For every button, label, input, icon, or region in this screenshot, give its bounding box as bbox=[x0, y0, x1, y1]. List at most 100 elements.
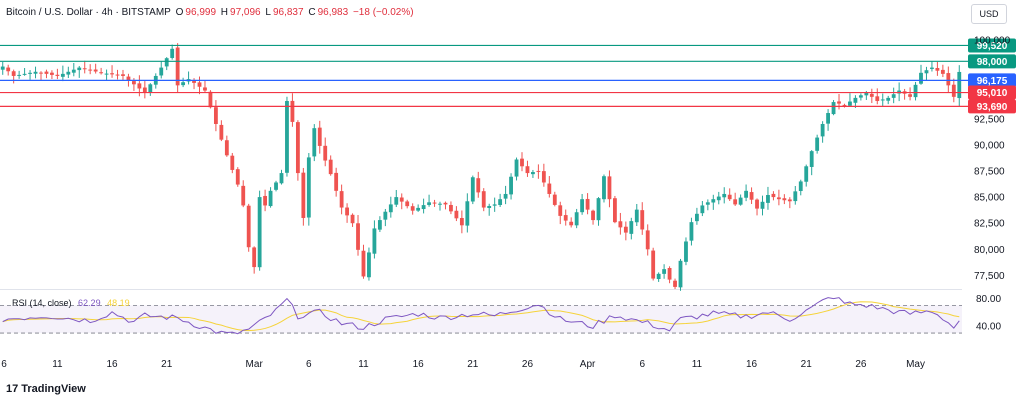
candle-body[interactable] bbox=[372, 228, 377, 254]
candle-body[interactable] bbox=[858, 95, 863, 98]
candle-body[interactable] bbox=[656, 273, 661, 280]
candle-body[interactable] bbox=[295, 122, 300, 174]
candle-body[interactable] bbox=[301, 172, 306, 218]
candle-body[interactable] bbox=[235, 169, 240, 185]
candle-body[interactable] bbox=[667, 268, 672, 280]
candle-body[interactable] bbox=[126, 76, 131, 81]
candle-body[interactable] bbox=[470, 177, 475, 202]
candle-body[interactable] bbox=[438, 203, 442, 205]
candle-body[interactable] bbox=[755, 199, 759, 209]
candle-body[interactable] bbox=[946, 73, 951, 86]
candle-body[interactable] bbox=[919, 72, 923, 84]
candle-body[interactable] bbox=[776, 197, 781, 200]
candle-body[interactable] bbox=[875, 96, 880, 102]
candle-body[interactable] bbox=[880, 99, 885, 101]
candle-body[interactable] bbox=[476, 178, 481, 193]
candle-body[interactable] bbox=[509, 176, 513, 195]
candle-body[interactable] bbox=[71, 69, 76, 73]
candle-body[interactable] bbox=[722, 193, 727, 198]
candle-body[interactable] bbox=[263, 195, 268, 206]
candle-body[interactable] bbox=[443, 202, 448, 205]
candle-body[interactable] bbox=[181, 82, 186, 86]
candle-body[interactable] bbox=[334, 172, 339, 191]
candle-body[interactable] bbox=[93, 69, 98, 72]
candle-body[interactable] bbox=[908, 94, 912, 97]
candle-body[interactable] bbox=[820, 123, 825, 137]
candle-body[interactable] bbox=[913, 84, 918, 98]
candle-body[interactable] bbox=[454, 210, 459, 219]
candle-body[interactable] bbox=[290, 100, 295, 122]
candle-body[interactable] bbox=[192, 80, 196, 83]
candle-body[interactable] bbox=[541, 171, 546, 183]
candle-body[interactable] bbox=[465, 201, 470, 226]
candle-body[interactable] bbox=[623, 226, 628, 233]
candle-body[interactable] bbox=[951, 84, 956, 97]
candle-body[interactable] bbox=[39, 72, 43, 74]
candle-body[interactable] bbox=[88, 69, 93, 71]
candle-body[interactable] bbox=[798, 181, 803, 192]
candle-body[interactable] bbox=[312, 128, 317, 157]
candle-body[interactable] bbox=[50, 72, 54, 75]
candle-body[interactable] bbox=[279, 173, 284, 184]
candle-body[interactable] bbox=[405, 201, 410, 207]
candle-body[interactable] bbox=[388, 204, 393, 213]
candle-body[interactable] bbox=[99, 72, 104, 74]
candle-body[interactable] bbox=[727, 194, 732, 200]
candle-body[interactable] bbox=[886, 97, 891, 101]
candle-body[interactable] bbox=[421, 205, 426, 210]
candle-body[interactable] bbox=[853, 97, 858, 103]
candle-body[interactable] bbox=[377, 220, 382, 230]
candle-body[interactable] bbox=[115, 74, 120, 76]
candle-body[interactable] bbox=[121, 74, 125, 76]
candle-body[interactable] bbox=[531, 172, 535, 175]
tradingview-logo[interactable]: 17 TradingView bbox=[6, 383, 86, 395]
candle-body[interactable] bbox=[110, 73, 114, 75]
candle-body[interactable] bbox=[328, 159, 333, 175]
candle-body[interactable] bbox=[585, 198, 590, 210]
candle-body[interactable] bbox=[930, 67, 934, 69]
candle-body[interactable] bbox=[733, 199, 738, 205]
candle-body[interactable] bbox=[694, 213, 699, 222]
candle-body[interactable] bbox=[44, 71, 49, 74]
candle-body[interactable] bbox=[607, 176, 612, 200]
candle-body[interactable] bbox=[306, 157, 311, 218]
candle-body[interactable] bbox=[738, 197, 743, 205]
candle-body[interactable] bbox=[716, 196, 721, 201]
candle-body[interactable] bbox=[416, 207, 421, 211]
candle-body[interactable] bbox=[159, 67, 164, 76]
candle-body[interactable] bbox=[203, 87, 207, 91]
candle-body[interactable] bbox=[339, 191, 344, 208]
candle-body[interactable] bbox=[645, 230, 650, 250]
candle-body[interactable] bbox=[427, 202, 431, 205]
candle-body[interactable] bbox=[563, 215, 568, 221]
currency-button[interactable]: USD bbox=[971, 4, 1007, 24]
candle-body[interactable] bbox=[356, 223, 360, 250]
candle-body[interactable] bbox=[246, 205, 251, 248]
candle-body[interactable] bbox=[503, 193, 508, 199]
candle-body[interactable] bbox=[678, 260, 683, 288]
candle-body[interactable] bbox=[793, 191, 798, 202]
candle-body[interactable] bbox=[268, 190, 273, 207]
candle-body[interactable] bbox=[891, 94, 896, 98]
candle-body[interactable] bbox=[350, 214, 355, 224]
candle-body[interactable] bbox=[33, 71, 38, 74]
candle-body[interactable] bbox=[864, 92, 869, 96]
candle-body[interactable] bbox=[744, 190, 749, 198]
candle-body[interactable] bbox=[924, 70, 929, 74]
candle-body[interactable] bbox=[787, 199, 792, 202]
candle-body[interactable] bbox=[842, 104, 847, 106]
candle-body[interactable] bbox=[602, 176, 606, 200]
candle-body[interactable] bbox=[175, 47, 180, 86]
candle-body[interactable] bbox=[274, 182, 278, 190]
candle-body[interactable] bbox=[77, 67, 82, 71]
candle-body[interactable] bbox=[492, 204, 497, 206]
candle-body[interactable] bbox=[591, 210, 595, 221]
candle-body[interactable] bbox=[197, 82, 202, 87]
candle-body[interactable] bbox=[651, 250, 656, 279]
candle-body[interactable] bbox=[782, 198, 787, 201]
candle-body[interactable] bbox=[552, 194, 557, 205]
candle-body[interactable] bbox=[536, 170, 541, 172]
candle-body[interactable] bbox=[766, 195, 770, 203]
candle-body[interactable] bbox=[809, 151, 814, 167]
